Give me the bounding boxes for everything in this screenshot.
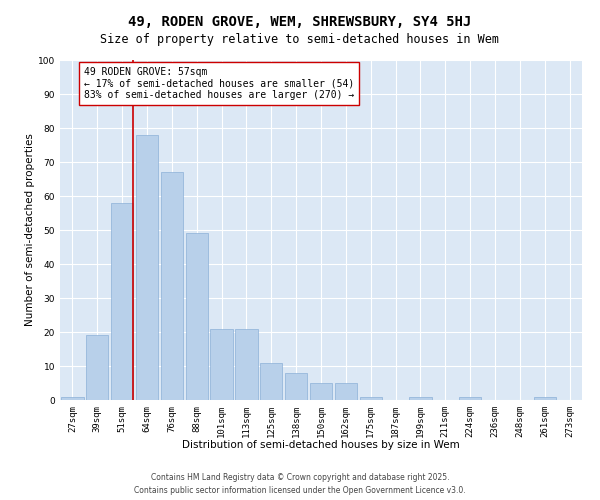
Bar — [359, 396, 382, 400]
Bar — [136, 135, 158, 400]
Bar — [161, 172, 183, 400]
Text: 49 RODEN GROVE: 57sqm
← 17% of semi-detached houses are smaller (54)
83% of semi: 49 RODEN GROVE: 57sqm ← 17% of semi-deta… — [83, 67, 354, 100]
Y-axis label: Number of semi-detached properties: Number of semi-detached properties — [25, 134, 35, 326]
Bar — [86, 336, 109, 400]
Bar — [211, 328, 233, 400]
Bar — [409, 396, 431, 400]
Bar — [310, 383, 332, 400]
X-axis label: Distribution of semi-detached houses by size in Wem: Distribution of semi-detached houses by … — [182, 440, 460, 450]
Text: Size of property relative to semi-detached houses in Wem: Size of property relative to semi-detach… — [101, 32, 499, 46]
Bar — [111, 203, 133, 400]
Bar — [533, 396, 556, 400]
Bar — [235, 328, 257, 400]
Bar — [285, 373, 307, 400]
Bar — [459, 396, 481, 400]
Bar — [260, 362, 283, 400]
Bar — [61, 396, 83, 400]
Bar — [335, 383, 357, 400]
Text: Contains HM Land Registry data © Crown copyright and database right 2025.
Contai: Contains HM Land Registry data © Crown c… — [134, 474, 466, 495]
Text: 49, RODEN GROVE, WEM, SHREWSBURY, SY4 5HJ: 49, RODEN GROVE, WEM, SHREWSBURY, SY4 5H… — [128, 15, 472, 29]
Bar — [185, 234, 208, 400]
